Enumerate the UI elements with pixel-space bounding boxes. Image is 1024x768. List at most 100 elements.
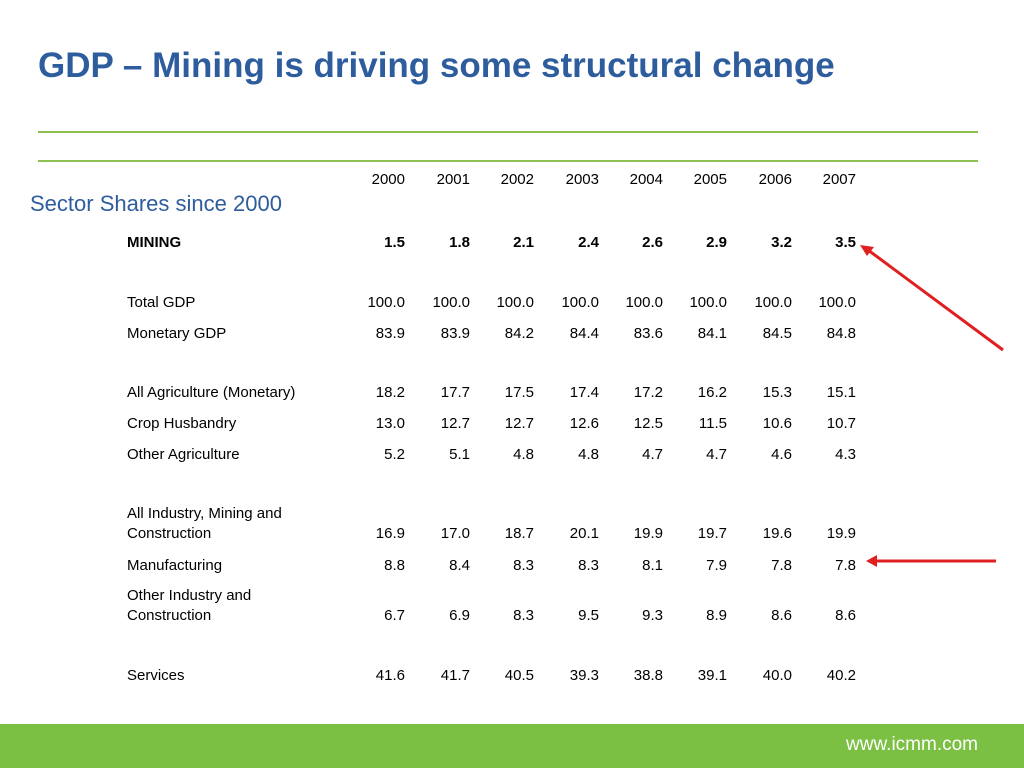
table-cell: 8.3 bbox=[513, 607, 534, 624]
table-cell: 19.9 bbox=[826, 525, 856, 542]
table-cell: 100.0 bbox=[432, 294, 470, 311]
year-header: 2005 bbox=[693, 171, 727, 188]
table-cell: 8.4 bbox=[449, 557, 470, 574]
table-cell: 7.8 bbox=[771, 557, 792, 574]
slide-title: GDP – Mining is driving some structural … bbox=[38, 46, 835, 85]
row-label: Manufacturing bbox=[127, 557, 223, 574]
row-label: Monetary GDP bbox=[127, 325, 227, 342]
table-cell: 18.7 bbox=[504, 525, 534, 542]
table-cell: 8.9 bbox=[706, 607, 727, 624]
table-cell: 100.0 bbox=[689, 294, 727, 311]
year-header: 2007 bbox=[822, 171, 856, 188]
table-cell: 4.8 bbox=[578, 446, 599, 463]
table-cell: 18.2 bbox=[375, 384, 405, 401]
table-cell: 7.8 bbox=[835, 557, 856, 574]
table-cell: 4.7 bbox=[642, 446, 663, 463]
table-cell: 38.8 bbox=[633, 667, 663, 684]
row-label: All Agriculture (Monetary) bbox=[127, 384, 296, 401]
table-cell: 13.0 bbox=[375, 415, 405, 432]
year-header: 2000 bbox=[371, 171, 405, 188]
table-cell: 100.0 bbox=[754, 294, 792, 311]
table-cell: 17.7 bbox=[440, 384, 470, 401]
table-cell: 3.5 bbox=[835, 234, 856, 251]
year-header: 2003 bbox=[565, 171, 599, 188]
year-header: 2004 bbox=[629, 171, 663, 188]
table-cell: 100.0 bbox=[625, 294, 663, 311]
table-cell: 83.9 bbox=[440, 325, 470, 342]
year-header: 2001 bbox=[436, 171, 470, 188]
table-cell: 100.0 bbox=[496, 294, 534, 311]
table-cell: 84.5 bbox=[762, 325, 792, 342]
table-cell: 19.9 bbox=[633, 525, 663, 542]
row-label: Construction bbox=[127, 607, 212, 624]
table-cell: 84.1 bbox=[697, 325, 727, 342]
table-cell: 2.9 bbox=[706, 234, 727, 251]
row-label: All Industry, Mining and bbox=[127, 505, 282, 522]
table-cell: 4.7 bbox=[706, 446, 727, 463]
table-cell: 84.8 bbox=[826, 325, 856, 342]
table-cell: 5.1 bbox=[449, 446, 470, 463]
table-cell: 10.6 bbox=[762, 415, 792, 432]
table-cell: 2.1 bbox=[513, 234, 534, 251]
table-cell: 17.0 bbox=[440, 525, 470, 542]
table-cell: 17.5 bbox=[504, 384, 534, 401]
row-label: Construction bbox=[127, 525, 212, 542]
table-cell: 84.2 bbox=[504, 325, 534, 342]
year-header: 2002 bbox=[500, 171, 534, 188]
footer-url[interactable]: www.icmm.com bbox=[846, 734, 978, 755]
table-cell: 40.0 bbox=[762, 667, 792, 684]
manufacturing-arrow-icon bbox=[866, 555, 996, 567]
table-cell: 1.5 bbox=[384, 234, 405, 251]
table-cell: 8.8 bbox=[384, 557, 405, 574]
table-cell: 9.3 bbox=[642, 607, 663, 624]
table-cell: 83.6 bbox=[633, 325, 663, 342]
table-cell: 12.7 bbox=[440, 415, 470, 432]
year-header: 2006 bbox=[758, 171, 792, 188]
row-label: Other Industry and bbox=[127, 587, 252, 604]
table-cell: 40.5 bbox=[504, 667, 534, 684]
table-cell: 40.2 bbox=[826, 667, 856, 684]
table-cell: 1.8 bbox=[449, 234, 470, 251]
table-cell: 4.3 bbox=[835, 446, 856, 463]
table-cell: 2.6 bbox=[642, 234, 663, 251]
table-cell: 8.6 bbox=[771, 607, 792, 624]
table-cell: 16.2 bbox=[697, 384, 727, 401]
table-cell: 8.6 bbox=[835, 607, 856, 624]
table-cell: 19.6 bbox=[762, 525, 792, 542]
row-label: Crop Husbandry bbox=[127, 415, 237, 432]
table-cell: 8.3 bbox=[578, 557, 599, 574]
table-cell: 19.7 bbox=[697, 525, 727, 542]
table-cell: 12.6 bbox=[569, 415, 599, 432]
table-cell: 4.8 bbox=[513, 446, 534, 463]
row-label: Total GDP bbox=[127, 294, 196, 311]
table-cell: 6.7 bbox=[384, 607, 405, 624]
table-cell: 84.4 bbox=[569, 325, 599, 342]
table-cell: 5.2 bbox=[384, 446, 405, 463]
table-cell: 12.7 bbox=[504, 415, 534, 432]
table-cell: 11.5 bbox=[698, 415, 727, 432]
table-cell: 17.4 bbox=[569, 384, 599, 401]
footer-bar: www.icmm.com bbox=[0, 724, 1024, 768]
table-cell: 6.9 bbox=[449, 607, 470, 624]
row-label: Other Agriculture bbox=[127, 446, 240, 463]
table-cell: 100.0 bbox=[818, 294, 856, 311]
row-label: Services bbox=[127, 667, 185, 684]
table-cell: 100.0 bbox=[367, 294, 405, 311]
table-cell: 41.7 bbox=[440, 667, 470, 684]
table-cell: 39.1 bbox=[697, 667, 727, 684]
table-cell: 4.6 bbox=[771, 446, 792, 463]
table-cell: 15.3 bbox=[762, 384, 792, 401]
table-cell: 39.3 bbox=[569, 667, 599, 684]
table-cell: 2.4 bbox=[578, 234, 599, 251]
table-cell: 8.3 bbox=[513, 557, 534, 574]
mining-arrow-icon bbox=[860, 245, 1004, 352]
table-cell: 20.1 bbox=[569, 525, 599, 542]
table-cell: 8.1 bbox=[642, 557, 663, 574]
table-cell: 15.1 bbox=[826, 384, 856, 401]
table-subtitle: Sector Shares since 2000 bbox=[30, 191, 282, 216]
table-cell: 83.9 bbox=[375, 325, 405, 342]
title-divider-bottom bbox=[38, 160, 978, 162]
table-cell: 16.9 bbox=[375, 525, 405, 542]
table-cell: 12.5 bbox=[633, 415, 663, 432]
row-label: MINING bbox=[127, 234, 182, 251]
